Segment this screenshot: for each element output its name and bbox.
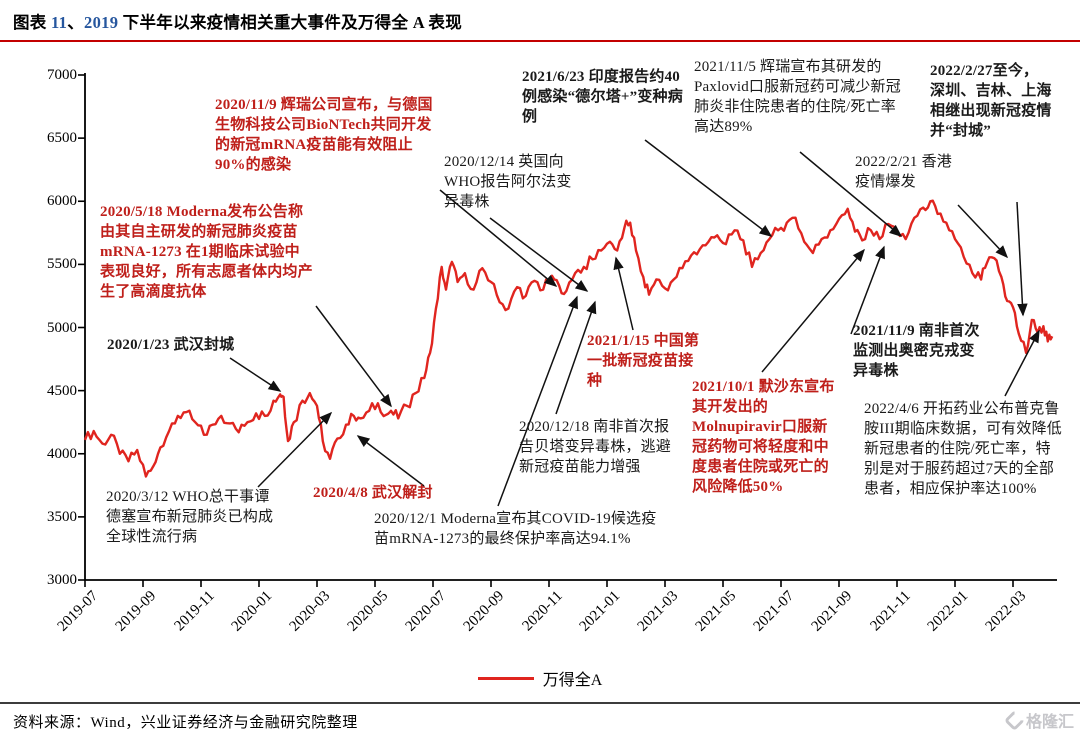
logo-text: 格隆汇 (1025, 714, 1074, 731)
annotation-kintor-0406: 2022/4/6 开拓药业公布普克鲁胺III期临床数据，可有效降低新冠患者的住院… (864, 401, 1062, 497)
annotation-arrow (229, 357, 282, 392)
title-divider (0, 40, 1080, 42)
legend: 万得全A (0, 666, 1080, 690)
annotation-arrow (761, 248, 865, 373)
annotation-arrow (439, 189, 558, 287)
brand-logo: 格隆汇 (1003, 708, 1074, 732)
y-axis-tick-label: 6000 (47, 193, 77, 210)
annotation-arrow (799, 151, 903, 237)
annotation-lockdown-2022: 2022/2/27至今，深圳、吉林、上海相继出现新冠疫情并“封城” (930, 63, 1052, 139)
annotation-wuhan-lockdown: 2020/1/23 武汉封城 (107, 337, 235, 353)
annotation-arrow (957, 204, 1009, 259)
annotation-hk-outbreak: 2022/2/21 香港疫情爆发 (855, 154, 952, 190)
y-axis-tick-label: 7000 (47, 67, 77, 83)
legend-line-swatch (477, 676, 534, 680)
annotation-uk-alpha: 2020/12/14 英国向WHO报告阿尔法变异毒株 (444, 154, 572, 210)
annotation-arrow (356, 435, 425, 487)
title-part: 2019 (84, 13, 119, 32)
annotation-arrow (1016, 201, 1028, 317)
title-part: 下半年以来疫情相关重大事件及万得全 A 表现 (118, 13, 463, 32)
annotation-arrow (850, 245, 885, 335)
annotation-arrow (257, 411, 333, 488)
annotation-arrow (489, 217, 589, 292)
title-part: 图表 (13, 13, 52, 32)
footer: 资料来源：Wind，兴业证券经济与金融研究院整理 格隆汇 (0, 702, 1080, 734)
y-axis-tick-label: 6500 (47, 130, 77, 147)
y-axis-tick-label: 3000 (47, 572, 77, 588)
annotation-merck-1001: 2021/10/1 默沙东宣布其开发出的Molnupiravir口服新冠药物可将… (692, 379, 835, 495)
annotation-pfizer-1109: 2020/11/9 辉瑞公司宣布，与德国生物科技公司BioNTech共同开发的新… (215, 97, 433, 173)
annotation-moderna-0518: 2020/5/18 Moderna发布公告称由其自主研发的新冠肺炎疫苗mRNA-… (100, 204, 313, 300)
annotation-arrow (644, 139, 773, 237)
annotation-arrow (1004, 329, 1040, 397)
annotation-arrow (555, 300, 597, 415)
y-axis-tick-label: 4500 (47, 382, 77, 399)
annotation-sa-beta: 2020/12/18 南非首次报告贝塔变异毒株，逃避新冠疫苗能力增强 (519, 419, 672, 475)
source-label: 资料来源：Wind，兴业证券经济与金融研究院整理 (13, 715, 358, 731)
title-part: 、 (67, 13, 85, 32)
annotation-omicron-1109: 2021/11/9 南非首次监测出奥密克戎变异毒株 (853, 323, 980, 379)
title-part: 11 (51, 13, 68, 32)
annotation-arrow (497, 295, 578, 507)
annotation-arrow (613, 256, 634, 331)
annotation-paxlovid: 2021/11/5 辉瑞宣布其研发的Paxlovid口服新冠药可减少新冠肺炎非住… (694, 59, 901, 135)
y-axis-tick-label: 5000 (47, 319, 77, 336)
y-axis-tick-label: 5500 (47, 256, 77, 273)
annotation-delta-plus: 2021/6/23 印度报告约40例感染“德尔塔+”变种病例 (522, 69, 683, 125)
annotation-vaccination-0115: 2021/1/15 中国第一批新冠疫苗接种 (587, 333, 700, 389)
y-axis-tick-label: 4000 (47, 445, 77, 462)
annotation-wuhan-reopen: 2020/4/8 武汉解封 (313, 485, 433, 501)
chart-title: 图表 11、2019 下半年以来疫情相关重大事件及万得全 A 表现 (13, 9, 462, 33)
y-axis-tick-label: 3500 (47, 508, 77, 525)
annotation-who-pandemic: 2020/3/12 WHO总干事谭德塞宣布新冠肺炎已构成全球性流行病 (106, 489, 274, 545)
gelonghui-logo-icon (1003, 709, 1026, 731)
price-line (83, 199, 1054, 478)
legend-label: 万得全A (542, 672, 603, 689)
annotation-arrow (315, 305, 392, 408)
annotation-moderna-1201: 2020/12/1 Moderna宣布其COVID-19候选疫苗mRNA-127… (374, 511, 657, 547)
